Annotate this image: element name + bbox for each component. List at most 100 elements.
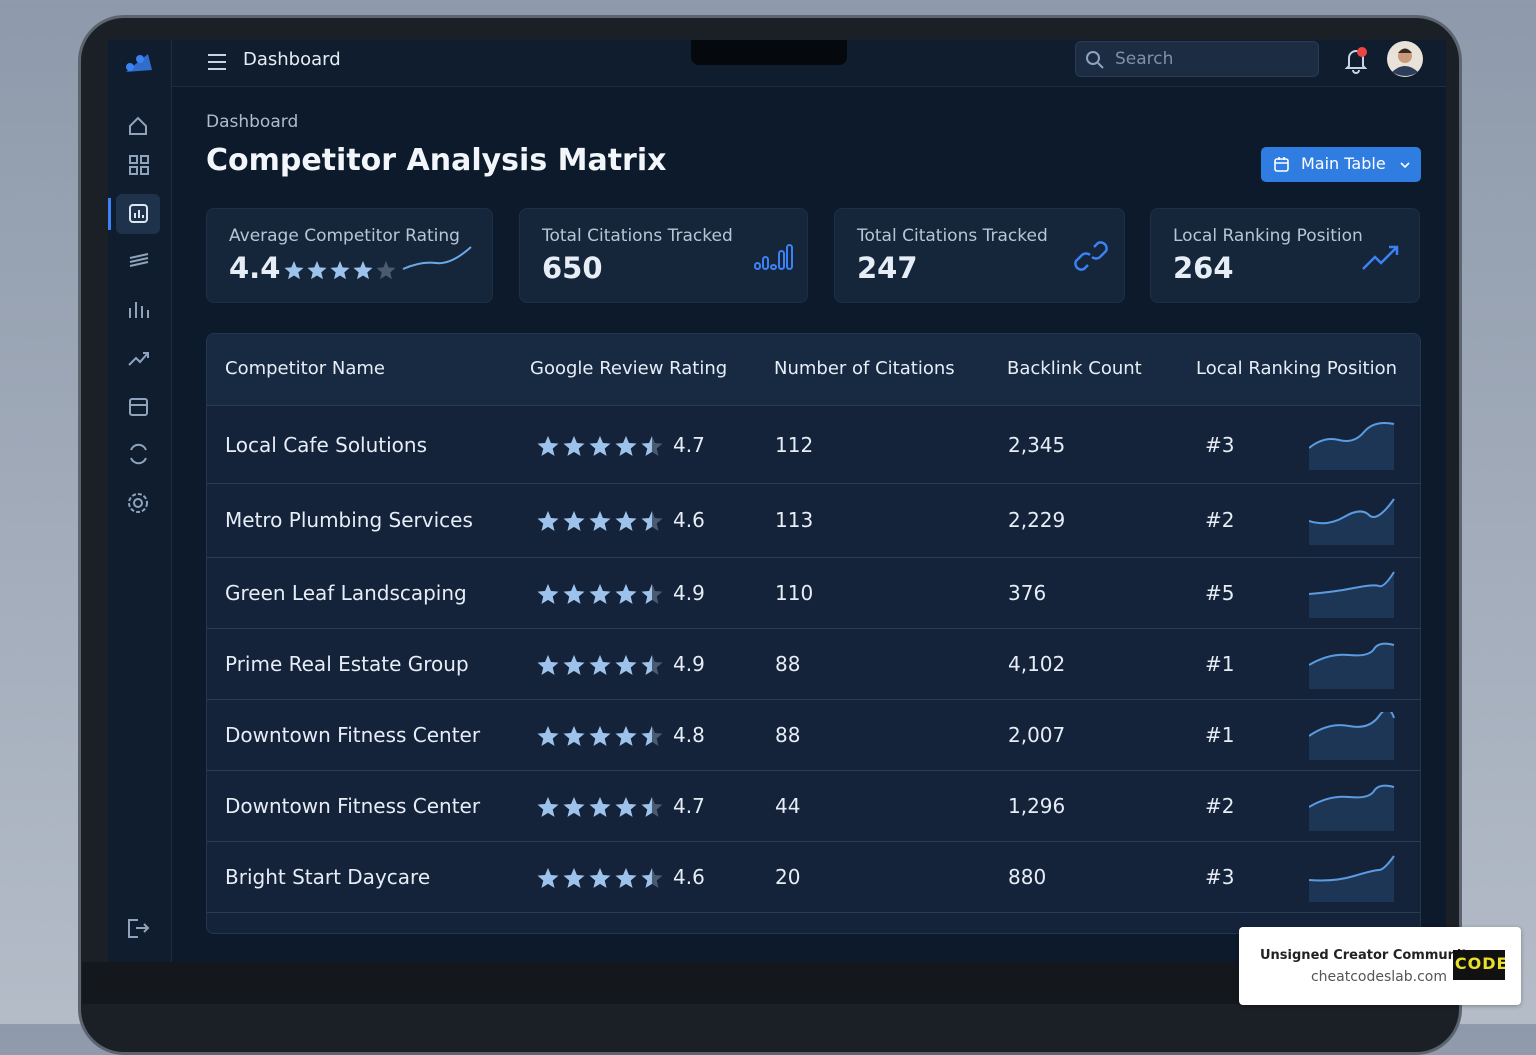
table-row: Prime Real Estate Group 4.9 88 4,102 #1	[207, 629, 1420, 700]
competitor-name: Local Cafe Solutions	[225, 432, 428, 457]
backlinks: 376	[1008, 580, 1047, 605]
stat-card: Total Citations Tracked 247	[834, 208, 1125, 303]
star-filled	[589, 796, 611, 817]
sparkline-line	[1309, 570, 1395, 595]
stat-label: Total Citations Tracked	[542, 226, 733, 246]
competitor-name: Downtown Fitness Center	[225, 793, 481, 818]
avatar[interactable]	[1386, 40, 1424, 78]
bar-icon	[754, 262, 761, 270]
table-row: Green Leaf Landscaping 4.9 110 376 #5	[207, 558, 1420, 629]
sparkline	[1309, 498, 1395, 545]
citations: 88	[775, 722, 801, 747]
star-filled	[563, 725, 585, 746]
sparkline-line	[1309, 421, 1395, 449]
watermark-title: Unsigned Creator Community	[1260, 948, 1477, 963]
star-filled	[353, 261, 373, 280]
sparkline	[1309, 854, 1395, 902]
sparkline	[1309, 784, 1395, 831]
star-rating	[284, 261, 396, 280]
sparkline-line	[1309, 711, 1395, 737]
citations: 44	[775, 793, 801, 818]
star-filled	[563, 867, 585, 888]
star-filled	[563, 511, 585, 531]
notification-icon[interactable]	[1340, 44, 1372, 76]
star-filled	[615, 867, 637, 888]
star-filled	[589, 654, 611, 675]
ranking: #2	[1205, 508, 1235, 532]
column-header: Number of Citations	[774, 358, 955, 379]
button-label: Main Table	[1301, 154, 1386, 173]
star-filled	[589, 583, 611, 604]
ranking: #1	[1205, 722, 1235, 747]
backlinks: 2,007	[1008, 722, 1066, 747]
notch	[691, 40, 847, 65]
menu-icon[interactable]	[206, 50, 230, 74]
backlinks: 4,102	[1008, 651, 1066, 676]
star-filled	[615, 583, 637, 604]
citations: 88	[775, 651, 801, 676]
sparkline-line	[1309, 784, 1395, 808]
star-filled	[537, 796, 559, 817]
star-half	[641, 725, 652, 746]
rating: 4.8	[673, 722, 705, 747]
backlinks: 2,345	[1008, 432, 1066, 457]
table-row: Bright Start Daycare 4.6 20 880 #3	[207, 842, 1420, 913]
trend-icon	[1362, 245, 1399, 270]
star-half	[641, 583, 652, 604]
screen: Dashboard Search Dashboard Competitor An…	[108, 40, 1446, 962]
competitor-name: Prime Real Estate Group	[225, 651, 469, 676]
spark	[402, 246, 472, 270]
star-filled	[537, 511, 559, 531]
link-icon	[1074, 241, 1108, 271]
citations: 112	[775, 432, 814, 457]
table-row: Metro Plumbing Services 4.6 113 2,229 #2	[207, 484, 1420, 558]
table-row: Local Cafe Solutions 4.7 112 2,345 #3	[207, 407, 1420, 484]
star-filled	[330, 261, 350, 280]
sparkline-line	[1309, 642, 1395, 666]
stat-value: 264	[1173, 251, 1234, 285]
star-half	[641, 867, 652, 888]
column-header: Google Review Rating	[530, 358, 728, 379]
stat-label: Local Ranking Position	[1173, 226, 1363, 246]
star-filled	[537, 725, 559, 746]
competitor-name: Bright Start Daycare	[225, 864, 431, 889]
sparkline	[1309, 642, 1395, 689]
star-filled	[589, 435, 611, 456]
star-filled	[563, 654, 585, 675]
calendar-icon	[1274, 157, 1289, 172]
stat-value: 247	[857, 251, 918, 285]
sparkline-line	[1309, 498, 1395, 525]
backlinks: 2,229	[1008, 508, 1066, 532]
star-filled	[537, 654, 559, 675]
star-half	[641, 435, 652, 456]
ranking: #1	[1205, 651, 1235, 676]
rating: 4.6	[673, 864, 705, 889]
breadcrumb: Dashboard	[206, 112, 299, 132]
watermark-logo: 'CODE	[1453, 950, 1505, 980]
rating: 4.9	[673, 580, 705, 605]
star-rating	[537, 435, 663, 456]
search-box[interactable]: Search	[1075, 41, 1319, 77]
sidebar-icons	[108, 54, 160, 938]
star-filled	[615, 796, 637, 817]
bezel	[82, 962, 1458, 1004]
citations: 113	[775, 508, 814, 532]
sparkline-area	[1309, 422, 1394, 470]
bar-icon	[786, 244, 793, 270]
table-row: Downtown Fitness Center 4.8 88 2,007 #1	[207, 700, 1420, 771]
ranking: #3	[1205, 432, 1235, 457]
column-header: Backlink Count	[1007, 358, 1142, 379]
sparkline-area	[1309, 499, 1394, 545]
sparkline-area	[1309, 571, 1394, 618]
sparkline	[1309, 711, 1395, 760]
ranking: #2	[1205, 793, 1235, 818]
home-icon[interactable]	[129, 116, 147, 135]
star-rating	[537, 511, 663, 531]
star-half	[641, 654, 652, 675]
star-filled	[589, 867, 611, 888]
sparkline-area	[1309, 711, 1394, 760]
table-header: Competitor Name Google Review Rating Numbe…	[207, 334, 1420, 406]
main-table-button[interactable]: Main Table	[1261, 147, 1421, 182]
star-half	[641, 511, 652, 531]
star-filled	[563, 435, 585, 456]
